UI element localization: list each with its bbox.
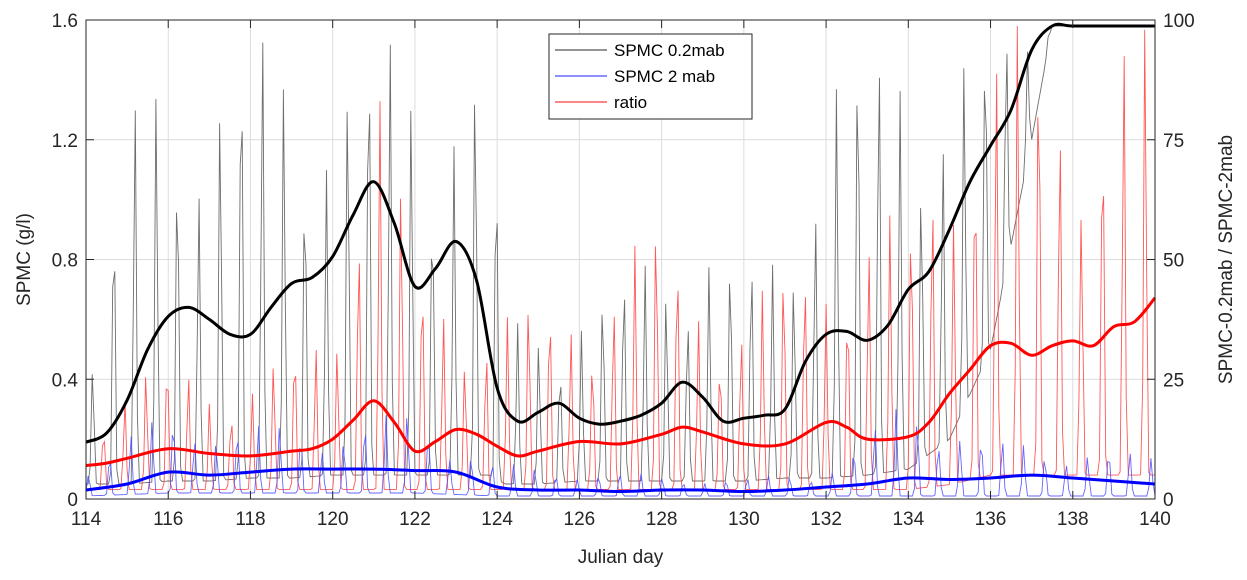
- x-tick-label: 114: [71, 509, 102, 530]
- y-left-tick-label: 0.4: [52, 370, 79, 391]
- y-left-tick-label: 0.8: [52, 251, 78, 272]
- y-right-tick-label: 100: [1163, 11, 1195, 32]
- x-tick-label: 126: [564, 509, 596, 530]
- legend-entry-spmc-02mab: SPMC 0.2mab: [555, 41, 725, 60]
- y-right-tick-label: 50: [1163, 251, 1184, 272]
- tick-layer: 114 116 118 120 122 124 126 128 130 132 134 136 138 1…: [52, 11, 1195, 530]
- x-tick-label: 128: [646, 509, 678, 530]
- raw-series-layer: [85, 25, 1156, 497]
- x-tick-label: 138: [1057, 509, 1089, 530]
- y-left-tick-label: 1.6: [52, 11, 78, 32]
- series-smooth-ratio-smoothed-: [85, 296, 1157, 467]
- x-tick-label: 122: [399, 509, 431, 530]
- legend-entry-spmc-2mab: SPMC 2 mab: [555, 67, 715, 86]
- x-tick-label: 120: [317, 509, 349, 530]
- x-tick-label: 124: [481, 509, 513, 530]
- y-axis-left-label: SPMC (g/l): [14, 213, 35, 306]
- y-right-tick-label: 0: [1163, 490, 1174, 511]
- legend-label: SPMC 0.2mab: [614, 41, 725, 60]
- x-tick-label: 136: [975, 509, 1007, 530]
- x-tick-label: 118: [235, 509, 265, 530]
- legend-label: SPMC 2 mab: [614, 67, 715, 86]
- x-axis-label: Julian day: [578, 547, 664, 568]
- x-tick-label: 130: [728, 509, 760, 530]
- legend-entry-ratio: ratio: [555, 93, 647, 112]
- y-left-tick-label: 1.2: [52, 131, 78, 152]
- series-smooth-spmc-2-mab-smoothed-: [85, 467, 1156, 493]
- series-smooth-spmc-0-2mab-smoothed-: [85, 22, 1155, 444]
- x-tick-label: 116: [153, 509, 183, 530]
- y-right-tick-label: 25: [1163, 370, 1184, 391]
- x-tick-label: 140: [1139, 509, 1171, 530]
- series-raw-spmc-2-mab: [85, 409, 1156, 497]
- y-left-tick-label: 0: [67, 490, 78, 511]
- legend-label: ratio: [614, 93, 647, 112]
- smooth-series-layer: [85, 22, 1157, 493]
- y-right-tick-label: 75: [1163, 131, 1184, 152]
- x-tick-label: 134: [892, 509, 924, 530]
- series-raw-ratio: [85, 25, 1155, 490]
- x-tick-label: 132: [810, 509, 842, 530]
- y-axis-right-label: SPMC-0.2mab / SPMC-2mab: [1216, 135, 1237, 384]
- legend: SPMC 0.2mab SPMC 2 mab ratio: [548, 33, 753, 120]
